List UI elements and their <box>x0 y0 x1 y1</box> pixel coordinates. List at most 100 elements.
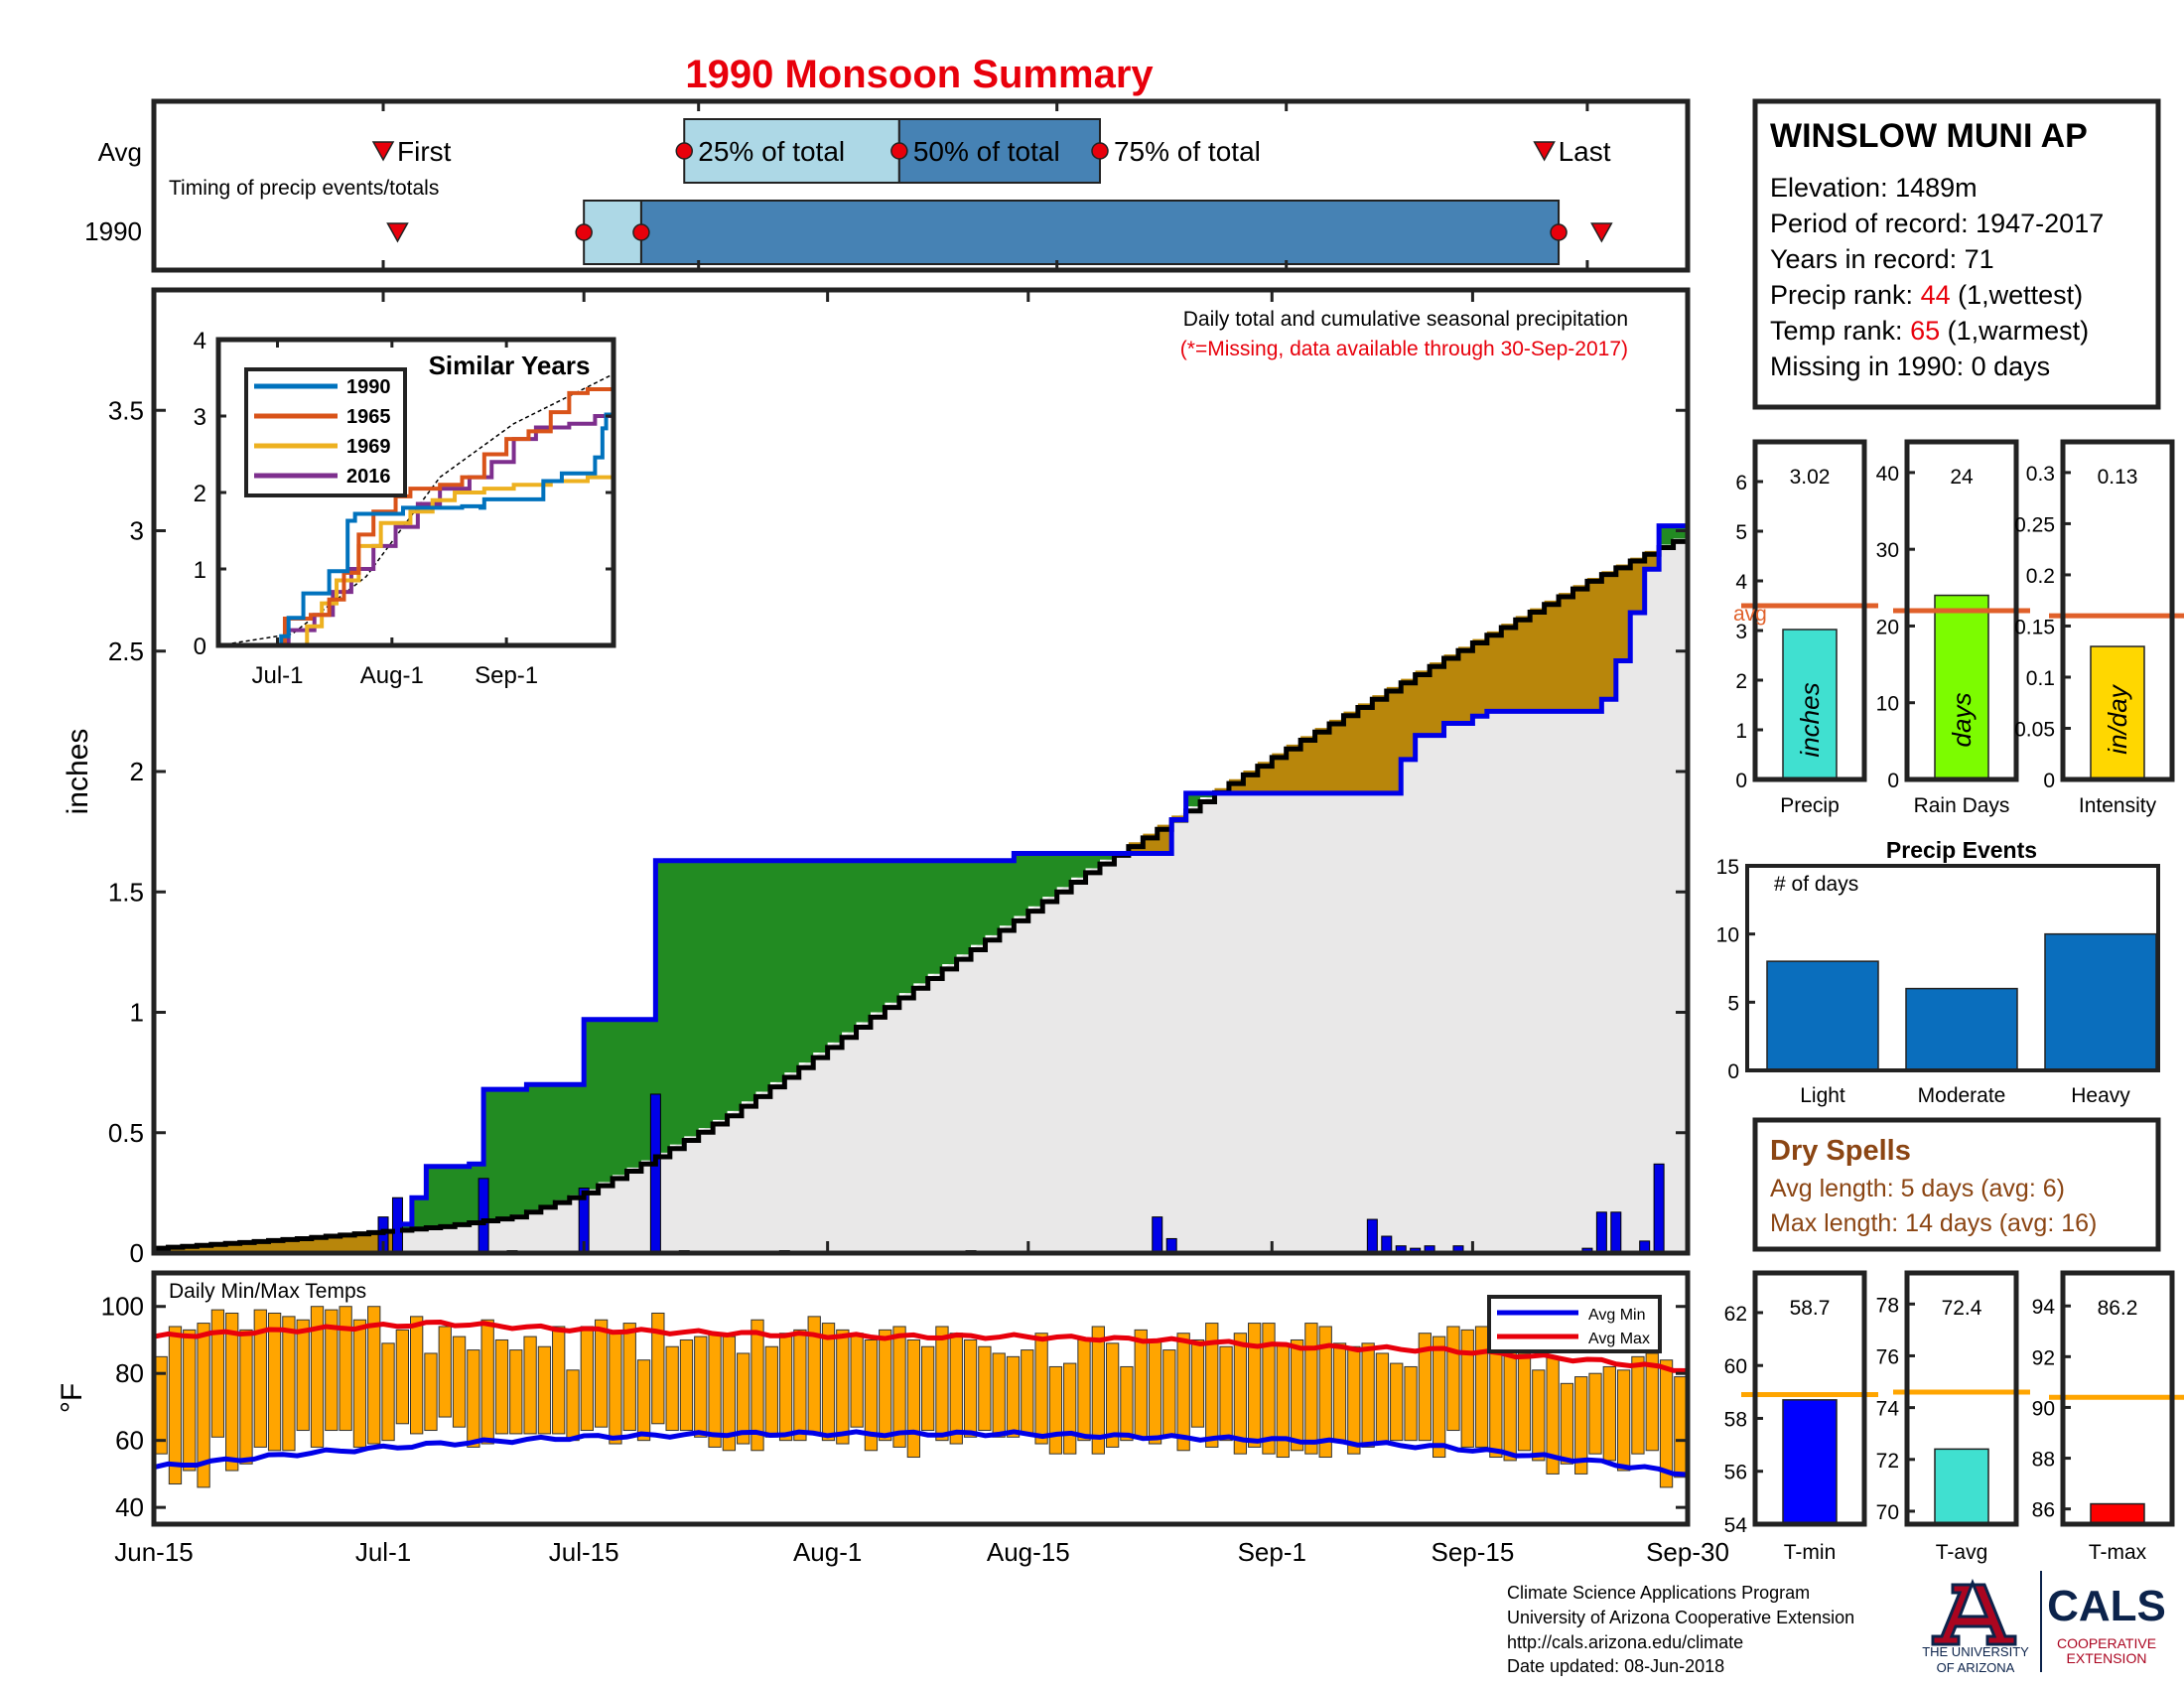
x-tick-label: Sep-15 <box>1431 1537 1514 1567</box>
dry-spells-avg: Avg length: 5 days (avg: 6) <box>1770 1175 2065 1202</box>
daily-temp-range-bar <box>594 1319 609 1428</box>
daily-temp-range-bar <box>210 1309 225 1438</box>
daily-temp-range-bar <box>1474 1326 1489 1448</box>
stat-value-bar <box>2090 645 2145 780</box>
daily-temp-range-bar <box>836 1329 850 1445</box>
daily-temp-range-bar <box>1631 1355 1645 1455</box>
x-tick-label: Jul-1 <box>355 1537 411 1567</box>
station-period: Period of record: 1947-2017 <box>1770 209 2104 238</box>
y-tick-label: 3 <box>130 516 144 546</box>
avg-last-marker <box>1533 141 1556 162</box>
daily-temp-range-bar <box>1233 1333 1248 1455</box>
inset-series-line <box>218 412 614 647</box>
daily-temp-range-bar <box>778 1333 793 1442</box>
daily-temp-range-bar <box>367 1306 381 1445</box>
footer: Climate Science Applications Program Uni… <box>1507 1583 1854 1676</box>
inset-legend-label: 1969 <box>346 436 391 458</box>
x-tick-label: Sep-1 <box>1238 1537 1306 1567</box>
inset-y-tick-label: 3 <box>194 404 206 431</box>
daily-temp-range-bar <box>438 1326 452 1418</box>
inset-y-tick-label: 1 <box>194 557 206 584</box>
event-category-label: Heavy <box>2071 1084 2130 1107</box>
daily-temp-range-bar <box>963 1338 978 1438</box>
y-tick-label: 0 <box>130 1238 144 1268</box>
daily-temp-range-bar <box>1318 1326 1332 1459</box>
stat-tick-label: 0.05 <box>2014 718 2055 741</box>
events-tick-label: 5 <box>1727 992 1739 1015</box>
daily-precip-bar <box>1381 1235 1393 1254</box>
daily-temp-range-bar <box>949 1333 963 1445</box>
daily-precip-bar <box>1653 1163 1665 1254</box>
daily-temp-range-bar <box>892 1326 906 1448</box>
avg-75-marker <box>1091 142 1109 160</box>
daily-temp-range-bar <box>381 1342 395 1442</box>
dry-spells-max: Max length: 14 days (avg: 16) <box>1770 1209 2097 1237</box>
x-tick-label: Jun-15 <box>114 1537 194 1567</box>
y-tick-label: 2 <box>130 757 144 786</box>
precip-rank-suffix: (1,wettest) <box>1951 280 2084 310</box>
daily-temp-range-bar <box>1063 1362 1077 1455</box>
stat-value-bar <box>1782 1399 1838 1525</box>
daily-temp-range-bar <box>310 1306 325 1448</box>
events-tick-label: 0 <box>1727 1060 1739 1083</box>
footer-line-1: Climate Science Applications Program <box>1507 1583 1810 1603</box>
daily-temp-range-bar <box>282 1316 296 1452</box>
stat-tick-label: 0.15 <box>2014 616 2055 638</box>
daily-temp-range-bar <box>1332 1342 1347 1442</box>
cals-line-1: COOPERATIVE <box>2057 1635 2156 1651</box>
temperature-label: Daily Min/Max Temps <box>169 1280 366 1303</box>
daily-temp-range-bar <box>197 1323 210 1488</box>
inset-y-tick-label: 4 <box>194 328 206 354</box>
stat-panel-frame <box>2060 439 2175 782</box>
stat-tick-label: 0 <box>2043 770 2055 792</box>
daily-temp-range-bar <box>1503 1345 1517 1462</box>
timing-50-label: 50% of total <box>913 136 1060 167</box>
above-average-area <box>397 525 1688 1230</box>
daily-temp-range-bar <box>1077 1338 1091 1442</box>
station-name: WINSLOW MUNI AP <box>1770 117 2088 155</box>
timing-marks <box>371 101 1613 270</box>
temp-y-tick-label: 100 <box>101 1292 144 1322</box>
daily-temp-range-bar <box>1148 1338 1162 1445</box>
station-info-frame <box>1752 98 2161 410</box>
daily-temp-range-bar <box>253 1309 267 1448</box>
stat-tick-label: 2 <box>1735 670 1747 693</box>
stat-tick-label: 86 <box>2032 1499 2055 1522</box>
year-25-marker <box>632 223 650 241</box>
footer-line-3: http://cals.arizona.edu/climate <box>1507 1632 1743 1652</box>
stat-tick-label: 0.1 <box>2026 667 2055 690</box>
inset-title: Similar Years <box>429 351 591 380</box>
stat-value-bar <box>1934 594 1989 780</box>
stat-value-bar <box>1782 629 1838 780</box>
daily-temp-range-bar <box>921 1345 935 1432</box>
stat-tick-label: 5 <box>1735 521 1747 544</box>
avg-25-50-box <box>683 118 900 184</box>
stat-tick-label: 0 <box>1735 770 1747 792</box>
stat-value-label: 0.13 <box>2098 466 2138 489</box>
cumulative-panel: 0 0.5 1 1.5 2 2.5 3 3.5 Jun-15 Jul-1 Jul-15 Aug-1 A… <box>62 287 1729 1567</box>
cumulative-base-area <box>154 535 1688 1253</box>
temperature-panel-frame <box>151 1270 1691 1527</box>
daily-precip-bar <box>1595 1211 1607 1254</box>
temperature-legend-frame <box>1487 1295 1662 1353</box>
daily-temp-range-bar <box>1134 1329 1148 1438</box>
daily-temp-range-bar <box>708 1333 722 1448</box>
daily-temp-range-bar <box>1006 1355 1021 1438</box>
year-25-75-box <box>639 200 1561 265</box>
daily-temp-range-bar <box>651 1312 665 1425</box>
timing-first-label: First <box>397 136 452 167</box>
events-title: Precip Events <box>1886 837 2037 863</box>
daily-temp-range-bar <box>737 1352 751 1445</box>
inset-y-tick-label: 2 <box>194 481 206 507</box>
stat-value-label: 58.7 <box>1790 1297 1831 1320</box>
stat-tick-label: 60 <box>1724 1355 1747 1378</box>
daily-temp-range-bar <box>1262 1323 1276 1455</box>
daily-temp-range-bar <box>1659 1359 1674 1488</box>
year-75-marker <box>1550 223 1568 241</box>
stat-tick-label: 1 <box>1735 720 1747 743</box>
events-frame <box>1745 864 2160 1072</box>
daily-temp-range-bar <box>1560 1382 1574 1465</box>
x-tick-label: Sep-30 <box>1646 1537 1729 1567</box>
